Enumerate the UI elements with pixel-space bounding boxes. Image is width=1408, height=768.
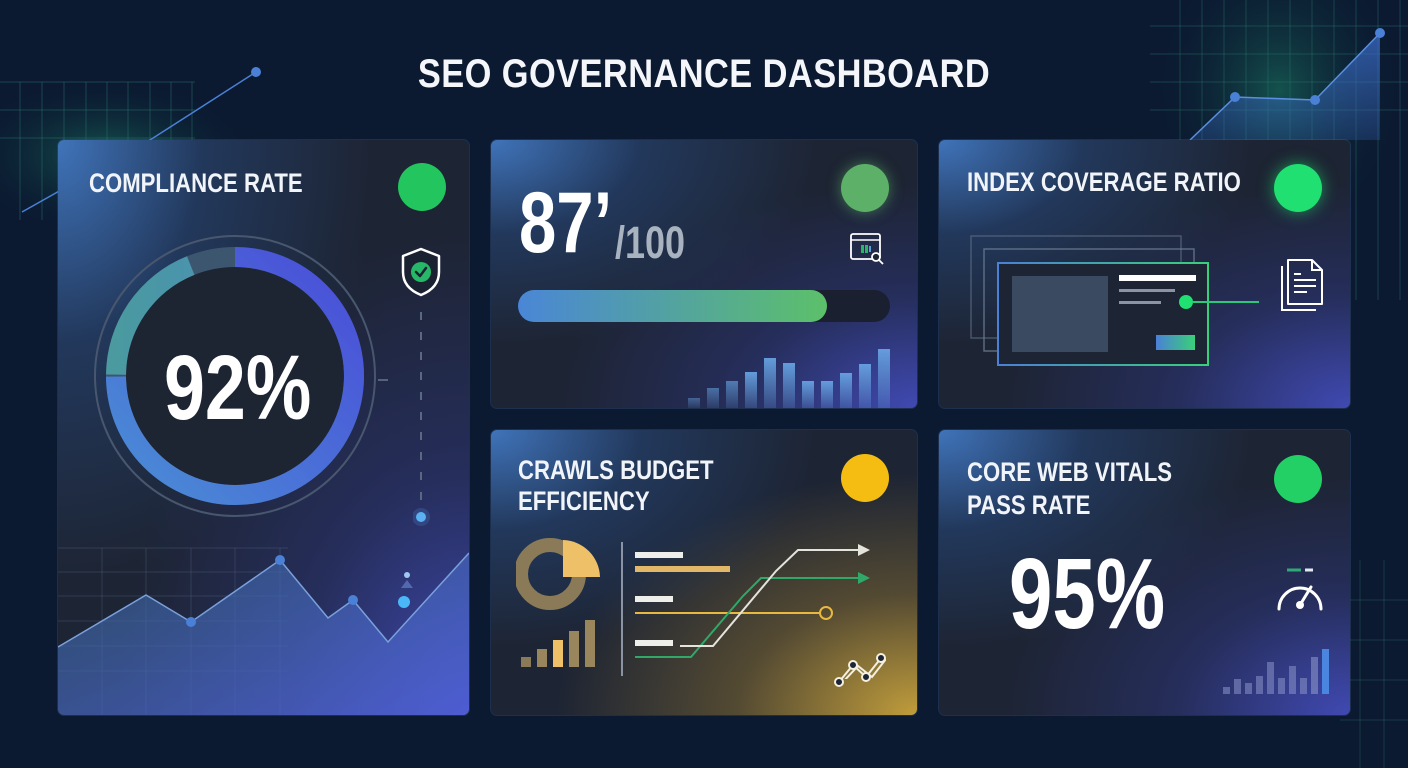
score-history-bars [688, 349, 890, 408]
card-title-line1: CRAWLS BUDGET [518, 455, 714, 485]
card-title-line2: EFFICIENCY [518, 486, 650, 516]
crawl-budget-card[interactable]: CRAWLS BUDGET EFFICIENCY [491, 430, 917, 715]
trend-nodes-icon [834, 653, 886, 687]
speedometer-icon [1277, 568, 1323, 611]
document-copy-icon [1281, 259, 1323, 311]
crawl-flow-illustration [516, 538, 886, 679]
compliance-gauge [94, 235, 388, 517]
line-chart-icon [844, 658, 886, 679]
background-grid-bottom-right [1340, 560, 1408, 768]
card-title-line1: CORE WEB VITALS [967, 457, 1173, 487]
shield-check-icon [401, 247, 441, 297]
status-indicator-green [841, 164, 889, 212]
connector-dashed [413, 312, 430, 526]
card-title-line2: PASS RATE [967, 490, 1091, 520]
page-title: SEO GOVERNANCE DASHBOARD [417, 52, 991, 96]
status-indicator-green [1274, 164, 1322, 212]
status-indicator-green [398, 163, 446, 211]
compliance-rate-card[interactable]: COMPLIANCE RATE 92% [58, 140, 469, 715]
card-title: COMPLIANCE RATE [89, 168, 303, 198]
score-suffix: /100 [615, 217, 686, 268]
core-web-vitals-card[interactable]: CORE WEB VITALS PASS RATE 95% [939, 430, 1350, 715]
cwv-value: 95% [1009, 538, 1166, 650]
index-coverage-card[interactable]: INDEX COVERAGE RATIO [939, 140, 1350, 408]
cwv-history-bars [1223, 649, 1329, 694]
compliance-value: 92% [164, 337, 312, 439]
status-indicator-yellow [841, 454, 889, 502]
score-value: 87’ [519, 175, 613, 271]
compliance-trend-chart [58, 547, 469, 715]
seo-score-card[interactable]: 87’ /100 [491, 140, 917, 408]
score-progress-bar [518, 290, 890, 322]
browser-search-icon [850, 233, 884, 265]
card-title: INDEX COVERAGE RATIO [967, 167, 1241, 197]
status-indicator-green [1274, 455, 1322, 503]
index-pages-illustration [970, 235, 1259, 366]
